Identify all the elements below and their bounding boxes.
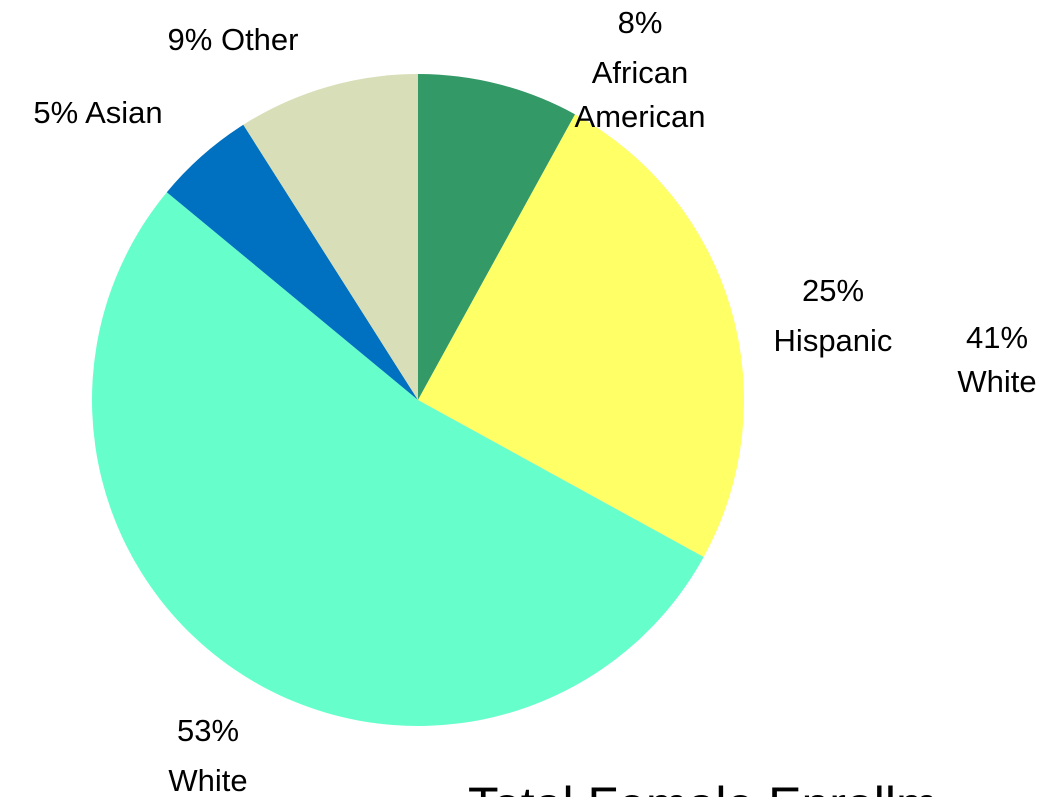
pie-slice [418,74,576,400]
slice-label: 5% Asian [33,95,162,130]
annotation: 41% White [957,320,1036,399]
category-label: Hispanic [774,323,893,358]
label-line: 41% [966,320,1028,355]
label-line: American [575,99,706,134]
label-line: White [957,364,1036,399]
value-label: 8% [618,5,663,40]
category-label: African American [575,55,706,134]
label-line: White [168,763,247,797]
pie-slice [91,192,704,727]
value-label: 53% [177,713,239,748]
chart-title: Total Female Enrollm [468,777,938,797]
value-label: 25% [802,273,864,308]
category-label: White [168,763,247,797]
category-label: Asian [85,95,163,130]
category-label: Other [221,22,299,57]
pie-slice [243,74,418,400]
value-label: 9% [168,22,213,57]
pie-slice [418,114,744,558]
slice-label: 9% Other [168,22,299,57]
pie-slice [166,124,418,401]
label-line: African [592,55,688,90]
value-label: 5% [33,95,78,130]
label-line: Hispanic [774,323,893,358]
